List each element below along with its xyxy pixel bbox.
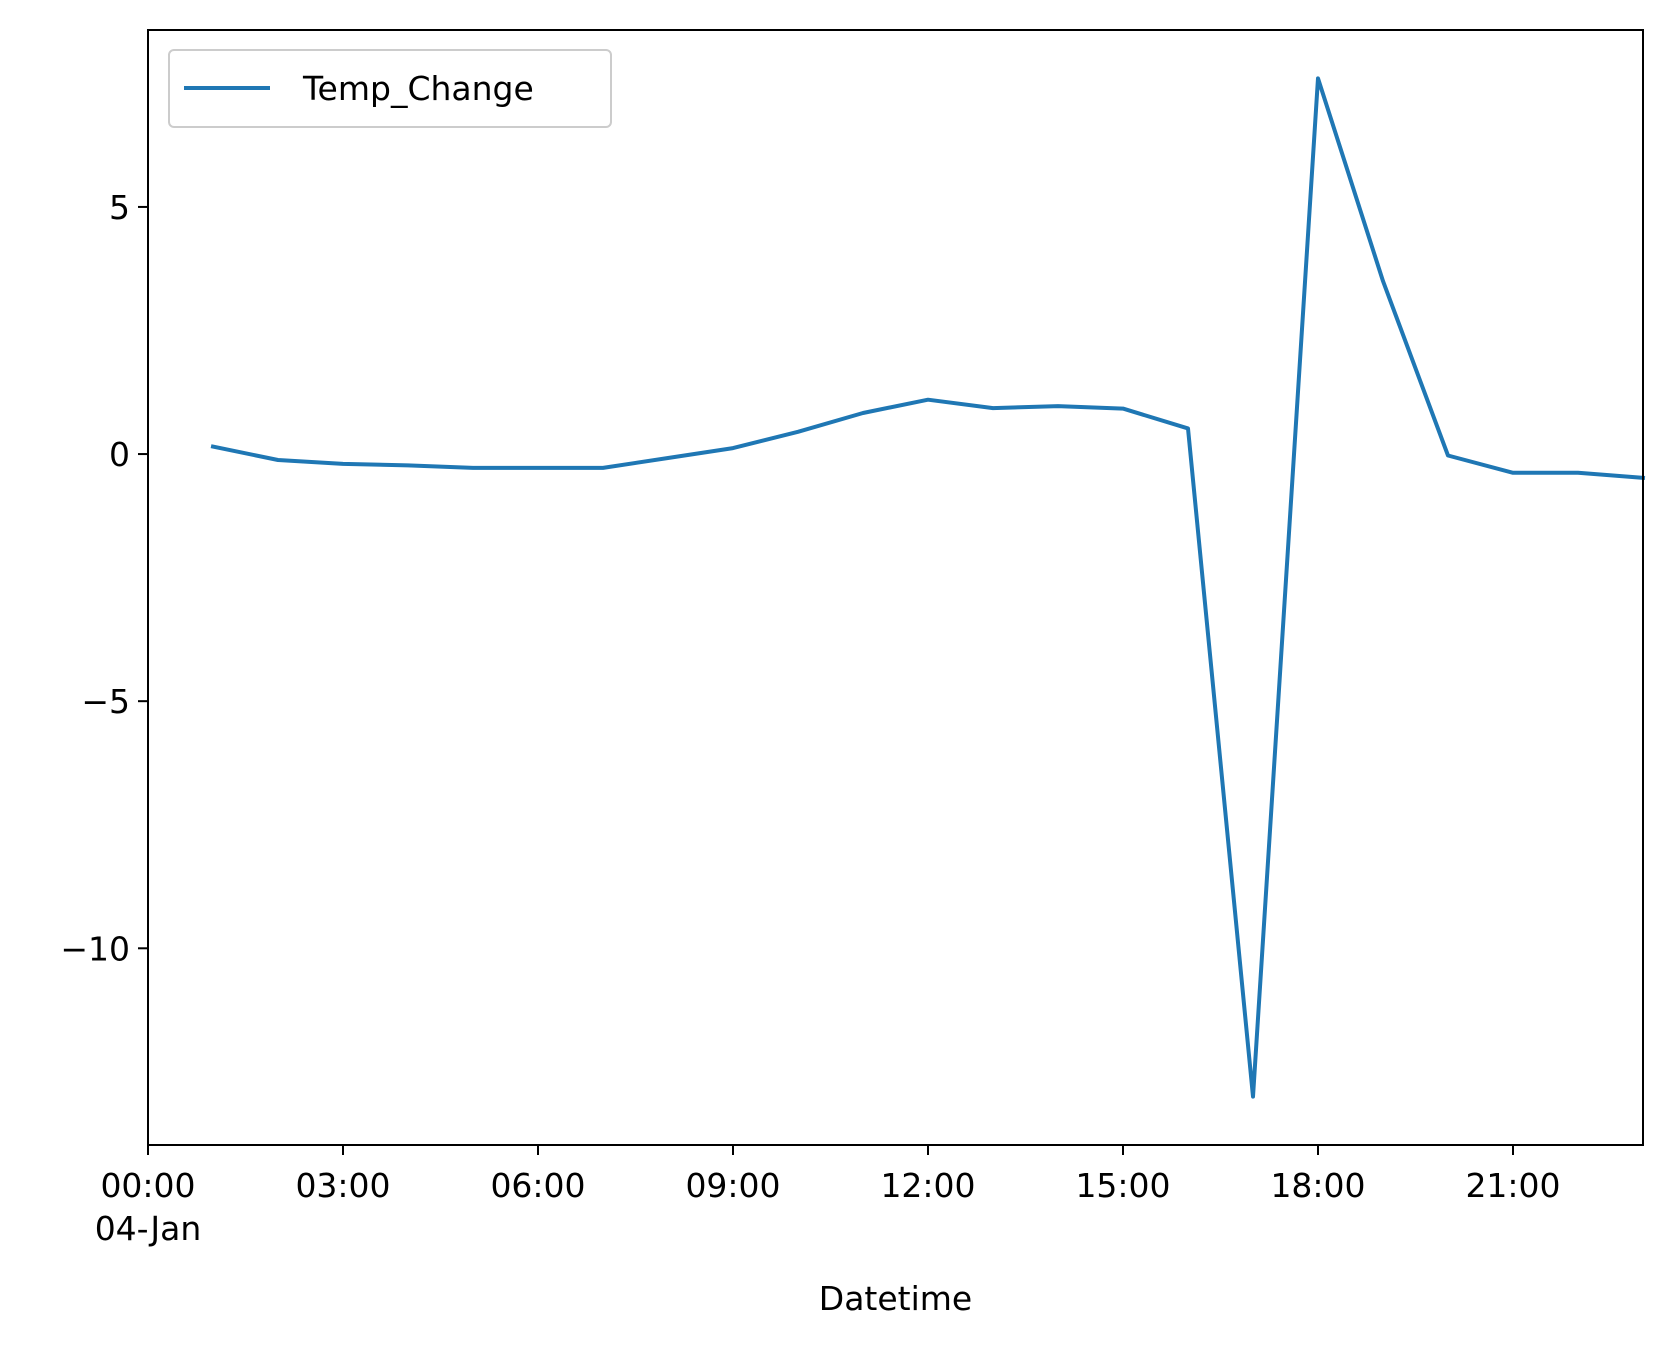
y-tick-label: −5 [81, 682, 130, 721]
series-line-temp-change [210, 76, 1646, 1099]
x-tick-label: 21:00 [1465, 1166, 1560, 1205]
x-axis-title: Datetime [819, 1279, 972, 1318]
plot-area-frame [147, 29, 1644, 1146]
x-axis: 00:00 04-Jan 03:00 06:00 09:00 12:00 15:00 18:0… [95, 1145, 1561, 1248]
x-tick-label: 09:00 [685, 1166, 780, 1205]
y-tick-label: 0 [109, 435, 130, 474]
x-tick-label: 03:00 [295, 1166, 390, 1205]
legend: Temp_Change [168, 49, 612, 128]
legend-box [168, 49, 612, 128]
x-tick-label: 06:00 [490, 1166, 585, 1205]
series-layer [210, 76, 1646, 1099]
y-tick-label: 5 [109, 188, 130, 227]
x-tick-label: 00:00 [100, 1166, 195, 1205]
y-axis: 5 0 −5 −10 [60, 188, 148, 968]
x-tick-label: 18:00 [1270, 1166, 1365, 1205]
legend-label: Temp_Change [302, 69, 534, 108]
x-tick-label: 12:00 [880, 1166, 975, 1205]
y-tick-label: −10 [60, 929, 130, 968]
x-tick-sublabel: 04-Jan [95, 1209, 202, 1248]
x-tick-label: 15:00 [1075, 1166, 1170, 1205]
